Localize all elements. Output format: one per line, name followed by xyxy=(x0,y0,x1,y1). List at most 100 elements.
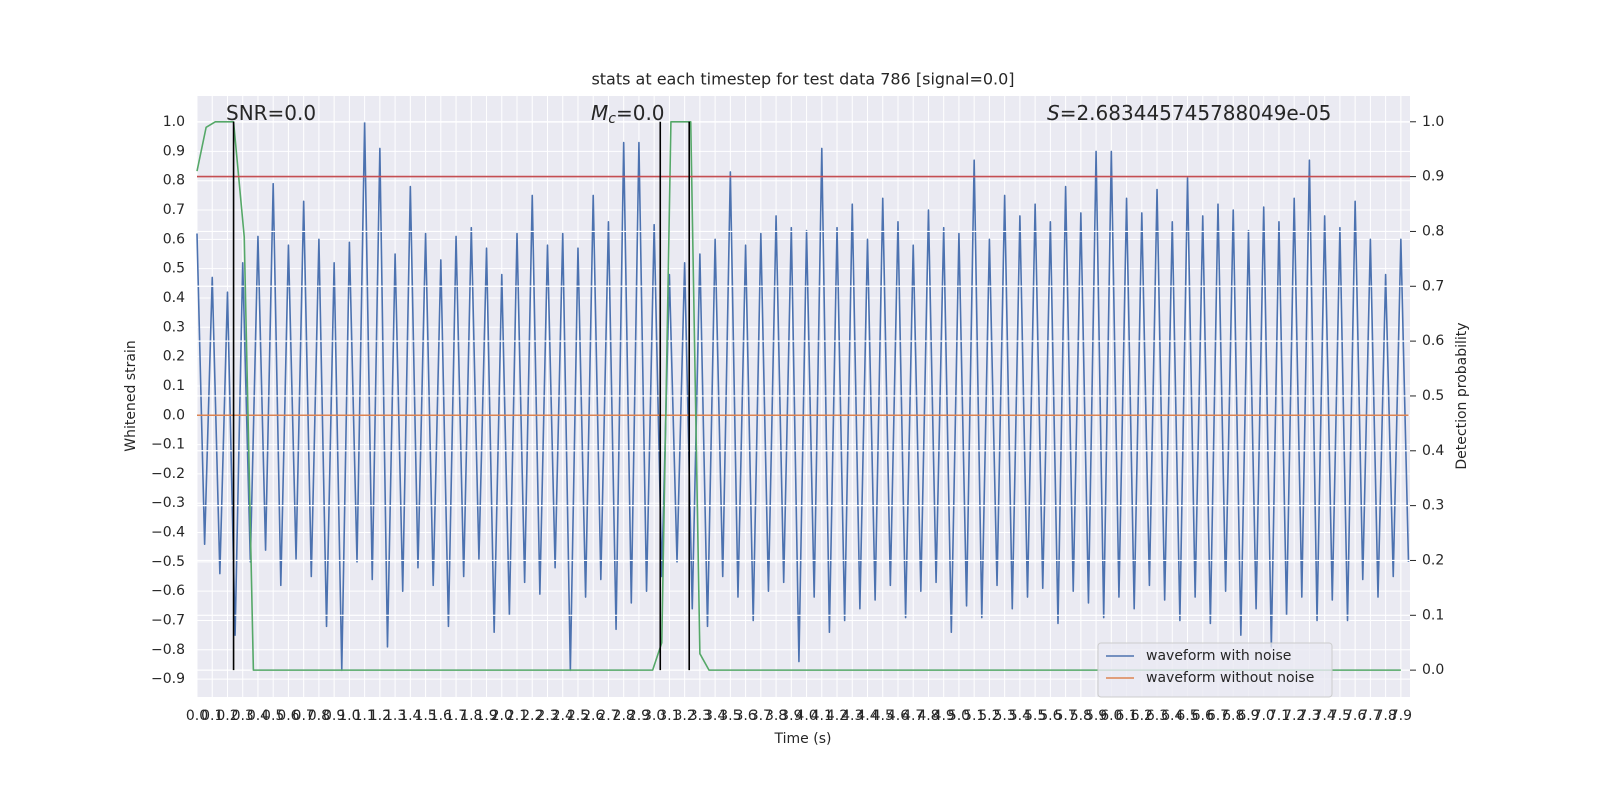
legend-label: waveform with noise xyxy=(1146,648,1291,664)
x-tick-label: 3.6 xyxy=(734,708,756,724)
x-tick-label: 0.6 xyxy=(277,708,299,724)
x-tick-label: 6.2 xyxy=(1131,708,1153,724)
y-tick-label: −0.5 xyxy=(151,554,185,570)
x-tick-label: 3.2 xyxy=(674,708,696,724)
x-tick-label: 2.7 xyxy=(597,708,619,724)
x-tick-label: 2.1 xyxy=(506,708,528,724)
x-tick-label: 5.4 xyxy=(1009,708,1031,724)
y-tick-label: 0.3 xyxy=(163,319,185,335)
x-tick-label: 7.2 xyxy=(1283,708,1305,724)
x-tick-label: 7.3 xyxy=(1298,708,1320,724)
x-tick-label: 7.4 xyxy=(1314,708,1336,724)
y-tick-label: −0.8 xyxy=(151,642,185,658)
x-tick-label: 7.0 xyxy=(1253,708,1275,724)
x-tick-label: 4.4 xyxy=(856,708,878,724)
x-tick-label: 4.9 xyxy=(933,708,955,724)
x-tick-label: 3.8 xyxy=(765,708,787,724)
x-tick-label: 6.4 xyxy=(1161,708,1183,724)
y2-tick-label: 0.5 xyxy=(1422,388,1444,404)
y2-tick-label: 0.9 xyxy=(1422,169,1444,185)
annotation-text: =2.683445745788049e-05 xyxy=(1060,101,1332,125)
x-tick-label: 0.1 xyxy=(201,708,223,724)
y-tick-label: 0.2 xyxy=(163,349,185,365)
x-tick-label: 3.1 xyxy=(658,708,680,724)
x-tick-label: 3.0 xyxy=(643,708,665,724)
x-tick-label: 2.5 xyxy=(567,708,589,724)
x-tick-label: 6.3 xyxy=(1146,708,1168,724)
y2-tick-label: 1.0 xyxy=(1422,114,1444,130)
y2-tick-label: 0.6 xyxy=(1422,333,1444,349)
x-tick-label: 1.7 xyxy=(445,708,467,724)
y-tick-label: 1.0 xyxy=(163,114,185,130)
y2-tick-label: 0.0 xyxy=(1422,662,1444,678)
x-tick-label: 5.8 xyxy=(1070,708,1092,724)
x-tick-label: 4.3 xyxy=(841,708,863,724)
x-tick-label: 0.8 xyxy=(308,708,330,724)
y-tick-label: 0.8 xyxy=(163,173,185,189)
x-tick-label: 5.9 xyxy=(1085,708,1107,724)
y-tick-label: 0.6 xyxy=(163,231,185,247)
x-tick-label: 4.0 xyxy=(795,708,817,724)
y-axis-label: Whitened strain xyxy=(123,340,139,451)
y2-tick-label: 0.8 xyxy=(1422,223,1444,239)
x-tick-label: 0.4 xyxy=(247,708,269,724)
x-tick-label: 6.7 xyxy=(1207,708,1229,724)
x-tick-label: 6.5 xyxy=(1176,708,1198,724)
x-tick-label: 1.0 xyxy=(338,708,360,724)
x-tick-label: 0.3 xyxy=(232,708,254,724)
x-tick-label: 2.2 xyxy=(521,708,543,724)
y-tick-label: 0.0 xyxy=(163,407,185,423)
x-tick-label: 1.2 xyxy=(369,708,391,724)
x-tick-label: 5.5 xyxy=(1024,708,1046,724)
y2-tick-label: 0.2 xyxy=(1422,552,1444,568)
x-tick-label: 0.2 xyxy=(216,708,238,724)
series-line xyxy=(196,120,1401,671)
x-tick-label: 5.0 xyxy=(948,708,970,724)
y-tick-label: −0.7 xyxy=(151,612,185,628)
y-tick-label: 0.1 xyxy=(163,378,185,394)
x-tick-label: 2.3 xyxy=(536,708,558,724)
x-tick-label: 4.7 xyxy=(902,708,924,724)
x-tick-label: 1.9 xyxy=(475,708,497,724)
x-tick-label: 7.5 xyxy=(1329,708,1351,724)
x-tick-label: 3.9 xyxy=(780,708,802,724)
x-tick-label: 2.8 xyxy=(613,708,635,724)
y-tick-label: −0.2 xyxy=(151,466,185,482)
annotation-subscript: c xyxy=(608,111,616,127)
x-axis-label: Time (s) xyxy=(774,731,832,747)
y-tick-label: 0.9 xyxy=(163,143,185,159)
y-tick-label: −0.3 xyxy=(151,495,185,511)
y-tick-label: −0.9 xyxy=(151,671,185,687)
x-tick-label: 6.9 xyxy=(1237,708,1259,724)
y-tick-label: −0.1 xyxy=(151,437,185,453)
x-tick-label: 4.6 xyxy=(887,708,909,724)
x-tick-label: 3.7 xyxy=(750,708,772,724)
y2-tick-label: 0.3 xyxy=(1422,498,1444,514)
x-tick-label: 0.9 xyxy=(323,708,345,724)
x-tick-label: 1.6 xyxy=(430,708,452,724)
y-tick-label: −0.6 xyxy=(151,583,185,599)
annotation: S=2.683445745788049e-05 xyxy=(1047,101,1331,125)
x-tick-label: 4.8 xyxy=(917,708,939,724)
annotation: Mc=0.0 xyxy=(591,101,665,128)
x-tick-label: 1.4 xyxy=(399,708,421,724)
x-tick-label: 6.0 xyxy=(1100,708,1122,724)
y2-axis-label: Detection probability xyxy=(1454,322,1470,469)
x-tick-label: 1.5 xyxy=(414,708,436,724)
x-tick-label: 5.1 xyxy=(963,708,985,724)
x-tick-label: 7.1 xyxy=(1268,708,1290,724)
x-tick-label: 6.6 xyxy=(1192,708,1214,724)
annotation-symbol: S xyxy=(1047,101,1060,125)
legend-box xyxy=(1097,642,1333,698)
x-tick-label: 2.9 xyxy=(628,708,650,724)
y2-tick-label: 0.7 xyxy=(1422,278,1444,294)
x-tick-label: 3.4 xyxy=(704,708,726,724)
annotation-text: SNR=0.0 xyxy=(226,101,316,125)
x-tick-label: 3.3 xyxy=(689,708,711,724)
x-tick-label: 2.0 xyxy=(491,708,513,724)
y-tick-label: 0.4 xyxy=(163,290,185,306)
annotation-text: =0.0 xyxy=(616,101,665,125)
x-tick-label: 0.7 xyxy=(293,708,315,724)
y-tick-label: 0.5 xyxy=(163,261,185,277)
